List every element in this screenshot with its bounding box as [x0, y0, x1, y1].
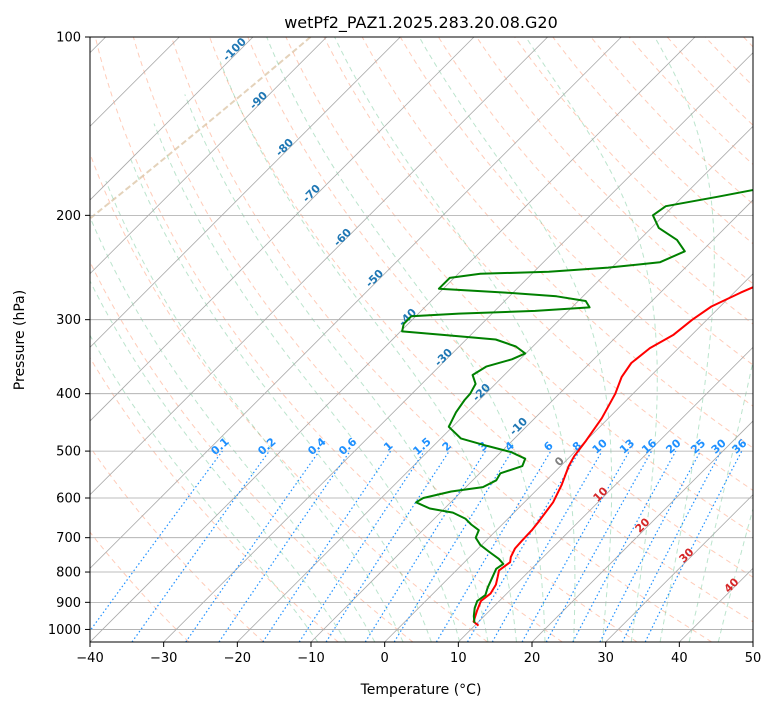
- mixing-ratio-line: [521, 450, 631, 642]
- mixing-ratio-line: [185, 450, 320, 642]
- dry-adiabat-line: [132, 37, 638, 642]
- isotherm-line: [90, 37, 622, 569]
- x-tick-label: −40: [76, 651, 103, 666]
- y-tick-label: 700: [56, 531, 81, 546]
- isobar-gridlines: [90, 37, 753, 630]
- temperature-line: [472, 286, 753, 627]
- y-tick-label: 600: [56, 492, 81, 507]
- x-tick-label: 40: [671, 651, 688, 666]
- x-axis-ticks: −40 −30 −20 −10 0 10 20 30 40 50: [76, 642, 761, 666]
- dry-adiabat-line: [90, 356, 339, 642]
- dry-adiabat-line: [247, 37, 753, 578]
- y-tick-label: 100: [56, 31, 81, 46]
- moist-adiabat-line: [688, 358, 753, 642]
- isotherm-line: [163, 52, 753, 642]
- moist-adiabat-line: [219, 61, 517, 642]
- x-tick-label: 30: [597, 651, 614, 666]
- dry-adiabat-line: [323, 37, 753, 491]
- isotherm-line: [90, 37, 548, 496]
- x-tick-label: 10: [450, 651, 467, 666]
- mixing-ratio-line: [90, 450, 223, 632]
- y-tick-label: 500: [56, 445, 81, 460]
- mixing-ratio-lines: [90, 450, 743, 642]
- isotherm-line: [605, 494, 753, 642]
- dry-adiabat-line: [90, 531, 190, 642]
- dry-adiabat-line: [285, 37, 753, 535]
- isotherm-line: [384, 273, 753, 642]
- isotherm-line: [531, 420, 753, 642]
- mixing-ratio-line: [466, 450, 580, 642]
- chart-title: wetPf2_PAZ1.2025.283.20.08.G20: [284, 13, 558, 33]
- moist-adiabat-line: [418, 37, 613, 642]
- plot-frame: [89, 36, 754, 643]
- moist-adiabat-line: [129, 157, 432, 642]
- plot-area: 0.1 0.2 0.4 0.6 1 1.5 2 3 4 6 8 10 13 16 20 25 30 36-100-…: [90, 37, 753, 642]
- isotherm-line: [310, 199, 753, 642]
- dry-adiabat-line: [90, 260, 414, 642]
- y-tick-label: 900: [56, 596, 81, 611]
- x-tick-label: 50: [745, 651, 762, 666]
- y-tick-label: 200: [56, 209, 81, 224]
- y-tick-label: 800: [56, 566, 81, 581]
- moist-adiabat-line: [90, 279, 347, 642]
- y-tick-label: 400: [56, 387, 81, 402]
- isotherm-line: [237, 125, 753, 642]
- isotherm-line: [90, 37, 475, 422]
- x-tick-label: −30: [150, 651, 177, 666]
- moist-adiabat-line: [90, 215, 376, 642]
- mixing-ratio-line: [364, 450, 486, 642]
- y-tick-label: 1000: [48, 623, 81, 638]
- mixing-ratio-line: [393, 450, 513, 642]
- isotherm-line: [90, 37, 696, 642]
- mixing-ratio-line: [131, 450, 270, 642]
- isotherm-line: [458, 346, 753, 642]
- x-tick-label: −10: [297, 651, 324, 666]
- mixing-ratio-line: [218, 450, 351, 642]
- moist-adiabat-line: [90, 334, 319, 642]
- mixing-ratio-line: [325, 450, 450, 642]
- y-axis-title: Pressure (hPa): [12, 290, 28, 390]
- x-tick-label: −20: [224, 651, 251, 666]
- moist-adiabat-line: [654, 37, 715, 642]
- moist-adiabats: [90, 37, 753, 642]
- isotherms: [90, 37, 753, 642]
- reference-curve: [90, 37, 312, 220]
- x-tick-label: 0: [381, 651, 389, 666]
- dry-adiabat-line: [94, 37, 563, 642]
- dewpoint-line: [401, 189, 753, 624]
- sounding-series: [401, 189, 753, 627]
- y-tick-label: 300: [56, 313, 81, 328]
- isotherm-line: [90, 37, 327, 275]
- moist-adiabat-line: [525, 37, 658, 642]
- isotherm-line: [90, 37, 401, 348]
- mixing-ratio-line: [545, 450, 653, 642]
- mixing-ratio-line: [435, 450, 552, 642]
- dry-adiabat-line: [437, 37, 753, 366]
- isotherm-line: [90, 37, 254, 201]
- y-axis-ticks: 100 200 300 400 500 600 700 800 900 1000: [48, 31, 90, 638]
- moist-adiabat-line: [717, 506, 753, 642]
- mixing-ratio-line: [491, 450, 603, 642]
- moist-adiabat-line: [334, 37, 576, 642]
- mixing-ratio-line: [572, 450, 677, 642]
- dry-adiabat-line: [209, 37, 753, 623]
- moist-adiabat-line: [153, 123, 461, 642]
- x-tick-label: 20: [524, 651, 541, 666]
- moist-adiabat-line: [105, 180, 404, 642]
- x-axis-title: Temperature (°C): [360, 682, 482, 698]
